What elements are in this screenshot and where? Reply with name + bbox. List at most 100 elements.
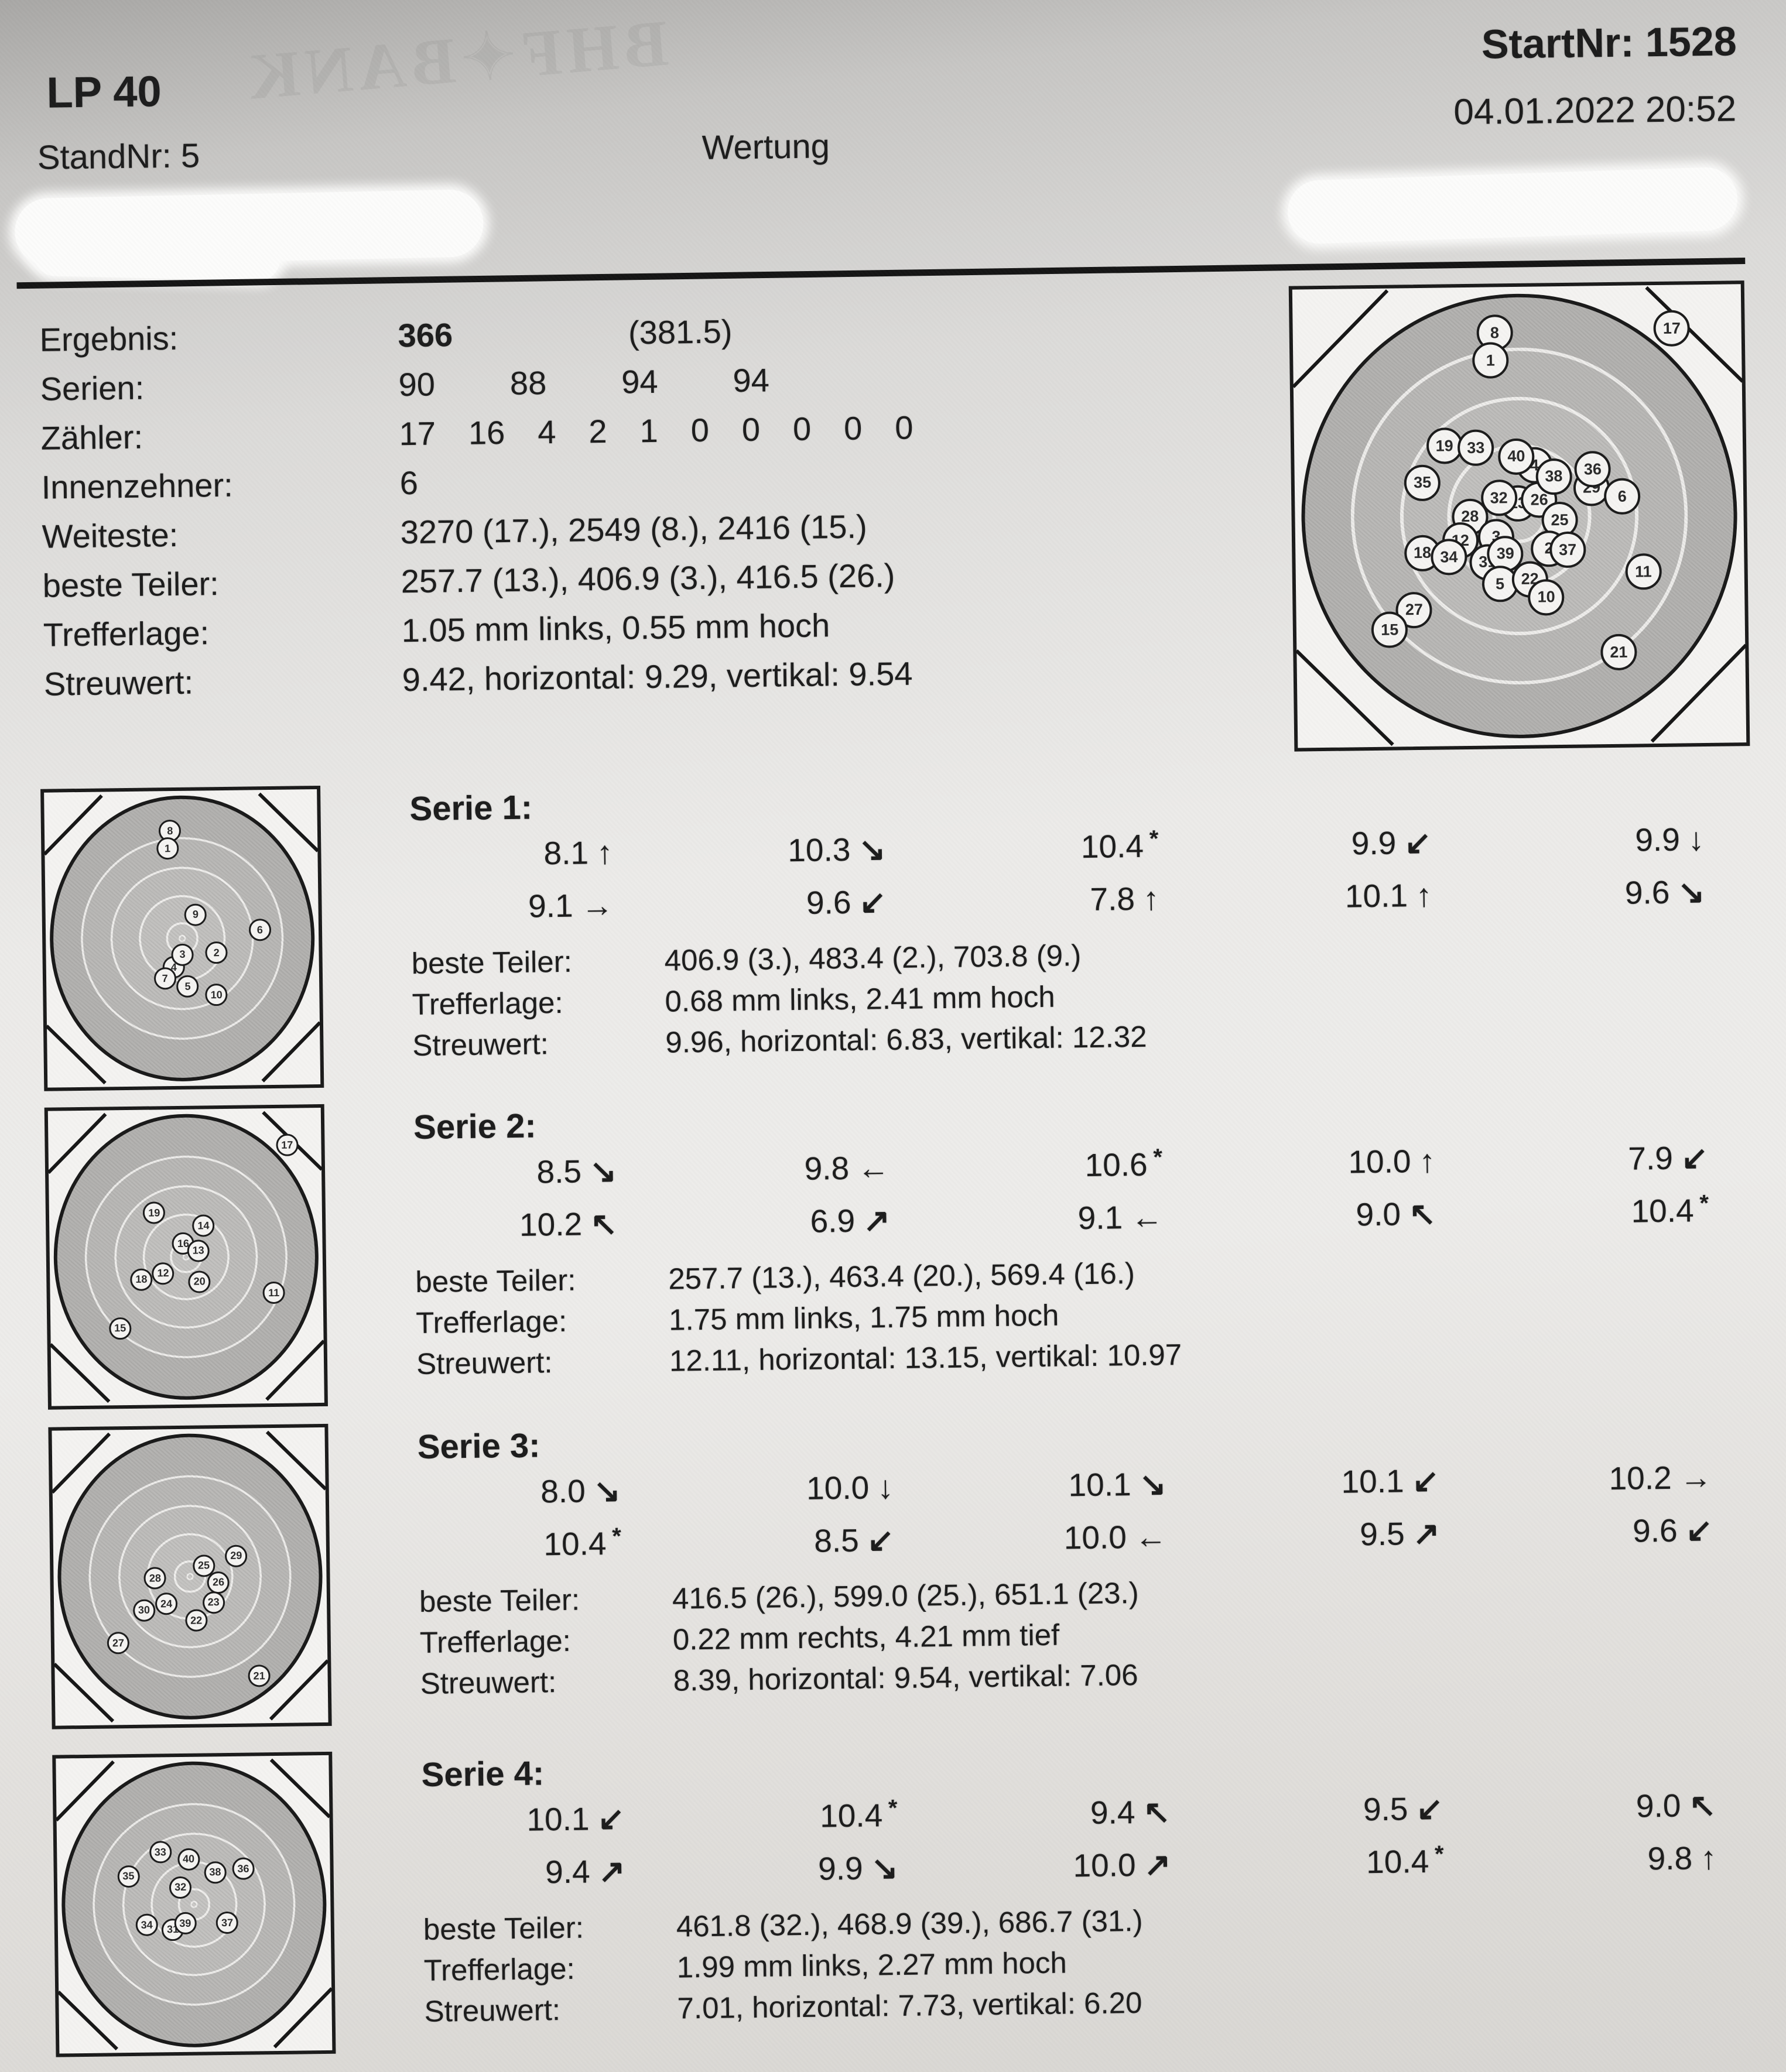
shot-score: 10.0: [806, 1469, 870, 1506]
center-asterisk-icon: *: [888, 1795, 898, 1821]
center-asterisk-icon: *: [1149, 826, 1159, 852]
direction-arrow-icon: ↑: [1419, 1142, 1436, 1180]
counter-values: 17 16 4 2 1 0 0 0 0 0: [399, 408, 913, 453]
shot-score: 8.0: [540, 1472, 586, 1510]
shot-value: 9.5 ↙: [1275, 1788, 1549, 1829]
best-teiler-value: 257.7 (13.), 463.4 (20.), 569.4 (16.): [668, 1256, 1135, 1296]
hit-position-value: 1.75 mm links, 1.75 mm hoch: [668, 1298, 1059, 1337]
direction-arrow-icon: ↘: [593, 1472, 621, 1509]
shot-value: 10.0 ←: [999, 1516, 1272, 1557]
center-asterisk-icon: *: [1434, 1841, 1444, 1867]
serie-4-target: 33 40 35 38 36 32 34 31 39 37: [52, 1751, 336, 2057]
shot-score: 9.8: [1647, 1840, 1693, 1877]
datetime: 04.01.2022 20:52: [1453, 88, 1737, 133]
spread-value: 8.39, horizontal: 9.54, vertikal: 7.06: [673, 1657, 1138, 1697]
series-label: Serien:: [40, 369, 145, 407]
shot-value: 9.4 ↖: [1003, 1792, 1276, 1833]
counter-value: 17: [399, 414, 436, 452]
shot-score: 10.4: [1631, 1192, 1695, 1229]
shot-value: 10.1 ↑: [1264, 875, 1538, 916]
direction-arrow-icon: ↖: [1408, 1195, 1436, 1232]
shot-value: 6.9 ↗: [723, 1200, 996, 1241]
direction-arrow-icon: ↗: [863, 1202, 891, 1239]
shot-score: 9.9: [817, 1850, 863, 1887]
shot-value: 8.1 ↑: [445, 833, 718, 874]
inner-tens-value: 6: [399, 464, 419, 501]
shot-score: 6.9: [810, 1202, 856, 1239]
shot-score: 9.0: [1636, 1787, 1681, 1824]
shot-value: 9.1 ←: [995, 1197, 1269, 1238]
shot-value: 9.9 ↘: [730, 1848, 1004, 1889]
paper-bleedthrough-watermark: BHF✦BANK: [240, 6, 671, 114]
redaction-blob-left-2: [33, 233, 280, 282]
shot-value: 9.8 ←: [722, 1148, 995, 1189]
direction-arrow-icon: ←: [1134, 1518, 1168, 1556]
direction-arrow-icon: ↙: [1404, 824, 1432, 861]
stand-number: StandNr: 5: [37, 136, 200, 177]
shot-score: 10.4: [543, 1525, 607, 1563]
shot-score: 10.3: [787, 831, 851, 869]
best-teiler-value: 257.7 (13.), 406.9 (3.), 416.5 (26.): [401, 556, 895, 600]
best-teiler-label: beste Teiler:: [415, 1263, 576, 1299]
spread-value: 12.11, horizontal: 13.15, vertikal: 10.9…: [669, 1338, 1182, 1378]
shot-value: 10.0 ↑: [1268, 1141, 1541, 1182]
shot-value: 8.5 ↘: [449, 1151, 723, 1192]
page-title: Wertung: [702, 127, 830, 167]
center-asterisk-icon: *: [1153, 1144, 1163, 1170]
counter-value: 0: [894, 409, 913, 446]
best-teiler-value: 461.8 (32.), 468.9 (39.), 686.7 (31.): [676, 1903, 1143, 1943]
serie-shot-values: 8.1 ↑ 10.3 ↘ 10.4 * 9.9 ↙ 9.9 ↓ 9.1 → 9.6 ↙ 7.8 ↑ 10.1 ↑ 9…: [445, 819, 1786, 926]
widest-value: 3270 (17.), 2549 (8.), 2416 (15.): [400, 508, 868, 550]
series-value: 90: [398, 365, 436, 403]
series-value: 94: [733, 361, 770, 399]
shot-value: 10.0 ↓: [726, 1467, 999, 1508]
shot-value: 9.6 ↘: [1537, 872, 1786, 913]
direction-arrow-icon: ↑: [1142, 880, 1159, 917]
counter-value: 1: [639, 412, 659, 449]
serie-title: Serie 3:: [417, 1426, 540, 1466]
shot-value: 10.4 *: [991, 826, 1264, 867]
direction-arrow-icon: ↘: [858, 831, 886, 868]
hit-position-value: 1.99 mm links, 2.27 mm hoch: [676, 1946, 1068, 1984]
serie-2-section: 17 19 14 16 13 12 18 20 11 15 Serie 2: 8.5 ↘ 9.8 ← 10…: [4, 1091, 1786, 1429]
counter-value: 0: [792, 410, 812, 447]
spread-value: 9.42, horizontal: 9.29, vertikal: 9.54: [402, 655, 913, 698]
best-teiler-value: 406.9 (3.), 483.4 (2.), 703.8 (9.): [664, 939, 1082, 977]
serie-3-target: 29 25 28 26 23 30 24 22 27 21: [48, 1423, 332, 1729]
spread-label: Streuwert:: [416, 1345, 553, 1381]
hit-position-label: Trefferlage:: [43, 614, 210, 653]
discipline-label: LP 40: [46, 67, 162, 117]
shot-value: 10.2 →: [1544, 1457, 1786, 1498]
best-teiler-label: beste Teiler:: [411, 944, 573, 981]
target-rings: [56, 1431, 324, 1721]
counter-label: Zähler:: [40, 418, 143, 457]
serie-1-section: 8 1 9 6 4 3 2 7 5 10 Serie 1: 8.1 ↑ 10.3 ↘ 10.4 * 9.9 ↙ 9…: [0, 772, 1786, 1110]
direction-arrow-icon: ↙: [859, 883, 887, 920]
shot-value: 7.8 ↑: [991, 878, 1265, 919]
result-label: Ergebnis:: [39, 319, 179, 358]
shot-value: 9.1 →: [446, 885, 719, 926]
direction-arrow-icon: ↖: [1689, 1786, 1716, 1824]
target-rings: [60, 1759, 329, 2049]
best-teiler-value: 416.5 (26.), 599.0 (25.), 651.1 (23.): [672, 1576, 1139, 1615]
direction-arrow-icon: ↙: [867, 1522, 895, 1559]
shot-value: 9.9 ↙: [1264, 823, 1537, 864]
shot-score: 10.6: [1084, 1146, 1148, 1184]
shot-value: 9.0 ↖: [1548, 1785, 1786, 1826]
shot-value: 9.9 ↓: [1537, 819, 1786, 860]
spread-label: Streuwert:: [420, 1665, 557, 1700]
shot-value: 10.2 ↖: [450, 1204, 723, 1245]
shot-value: 10.4 *: [1276, 1841, 1549, 1882]
shot-value: 9.4 ↗: [457, 1851, 731, 1892]
overview-target: 1781193335440133226382936628122532183431…: [1288, 280, 1750, 752]
shot-value: 10.4 *: [1541, 1190, 1786, 1231]
serie-shot-values: 10.1 ↙ 10.4 * 9.4 ↖ 9.5 ↙ 9.0 ↖ 9.4 ↗ 9.9 ↘ 10.0 ↗ 10.4 *…: [457, 1785, 1786, 1892]
direction-arrow-icon: ↙: [1685, 1511, 1713, 1549]
shot-score: 9.6: [806, 883, 851, 921]
direction-arrow-icon: ↑: [1700, 1839, 1717, 1876]
shot-score: 9.6: [1624, 874, 1670, 911]
counter-value: 0: [741, 410, 761, 448]
shot-value: 9.5 ↗: [1272, 1513, 1545, 1554]
direction-arrow-icon: ←: [1130, 1198, 1164, 1236]
widest-label: Weiteste:: [42, 516, 179, 555]
